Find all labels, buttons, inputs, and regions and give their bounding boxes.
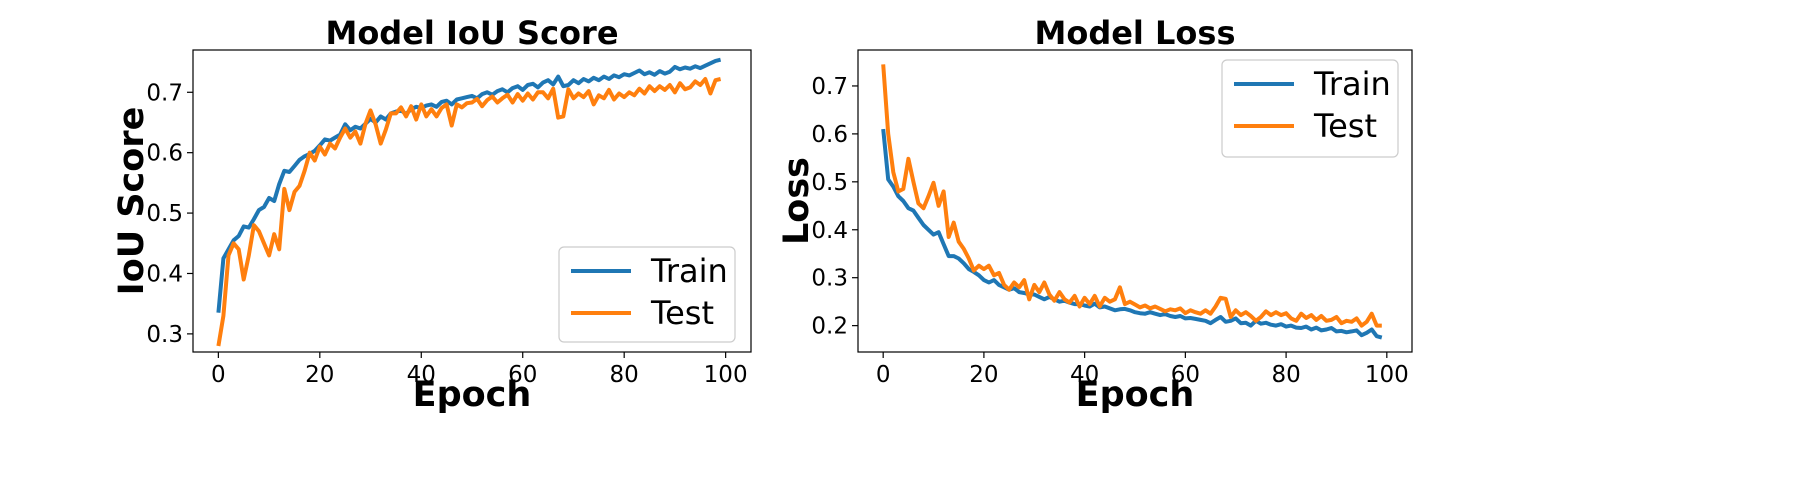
- y-tick-label: 0.4: [146, 261, 183, 287]
- series-line-test: [881, 64, 1382, 328]
- y-axis-label: IoU Score: [112, 107, 152, 296]
- x-tick-label: 0: [211, 362, 226, 388]
- y-tick-label: 0.3: [811, 266, 848, 292]
- x-tick-label: 100: [1365, 362, 1409, 388]
- iou-chart-panel: Model IoU Score Epoch IoU Score 0 20 40 60 8…: [112, 14, 752, 415]
- y-tick-label: 0.6: [811, 122, 848, 148]
- plot-frame: [857, 49, 1413, 353]
- chart-title: Model Loss: [1034, 14, 1235, 52]
- x-tick-label: 100: [704, 362, 748, 388]
- y-axis-label: Loss: [777, 157, 817, 245]
- legend-label-test: Test: [650, 294, 714, 332]
- y-tick-label: 0.7: [811, 74, 848, 100]
- legend-label-train: Train: [650, 252, 728, 290]
- y-tick-label: 0.4: [811, 218, 848, 244]
- y-tick-label: 0.3: [146, 322, 183, 348]
- legend: Train Test: [558, 246, 736, 343]
- x-tick-label: 20: [969, 362, 998, 388]
- series-line-train: [881, 128, 1383, 340]
- chart-title: Model IoU Score: [325, 14, 618, 52]
- x-axis-label: Epoch: [413, 375, 532, 415]
- series-line-test: [216, 77, 722, 347]
- x-tick-label: 60: [1171, 362, 1200, 388]
- y-tick-label: 0.5: [146, 201, 183, 227]
- legend-label-train: Train: [1313, 65, 1391, 103]
- legend-label-test: Test: [1313, 107, 1377, 145]
- series-line-train: [216, 57, 722, 313]
- plot-frame: [192, 49, 752, 353]
- y-tick-label: 0.7: [146, 80, 183, 106]
- x-tick-label: 60: [508, 362, 537, 388]
- y-tick-label: 0.5: [811, 170, 848, 196]
- legend: Train Test: [1221, 59, 1399, 158]
- x-axis-label: Epoch: [1076, 375, 1195, 415]
- y-tick-label: 0.2: [811, 314, 848, 340]
- x-tick-label: 80: [1271, 362, 1300, 388]
- y-tick-label: 0.6: [146, 141, 183, 167]
- x-tick-label: 40: [1070, 362, 1099, 388]
- x-tick-label: 20: [305, 362, 334, 388]
- x-tick-label: 80: [610, 362, 639, 388]
- x-tick-label: 40: [407, 362, 436, 388]
- loss-chart-panel: Model Loss Epoch Loss 0 20 40 60 80 100 0.2 0.3…: [777, 14, 1413, 415]
- x-tick-label: 0: [876, 362, 891, 388]
